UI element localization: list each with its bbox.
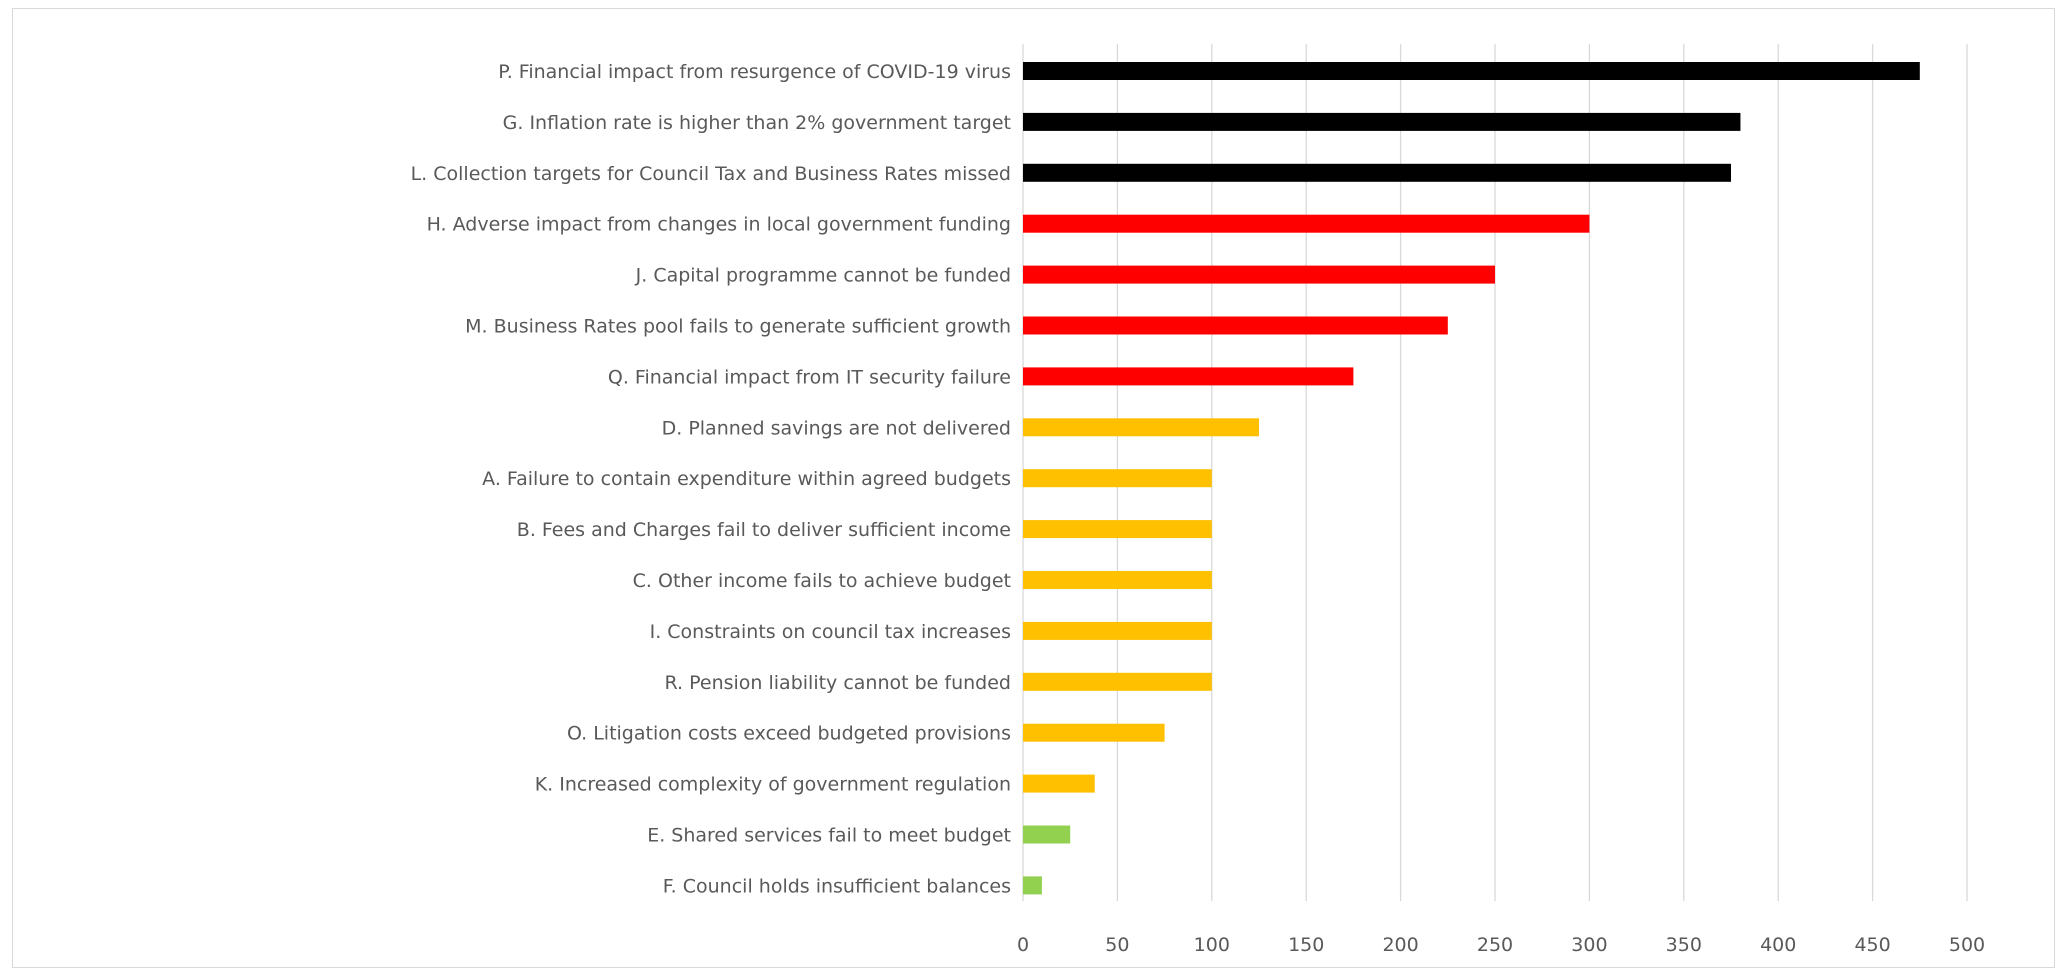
bar (1023, 214, 1590, 233)
x-tick-label: 50 (1105, 934, 1129, 956)
category-label: G. Inflation rate is higher than 2% gove… (503, 112, 1011, 134)
bar (1023, 774, 1095, 793)
category-label: O. Litigation costs exceed budgeted prov… (567, 723, 1011, 745)
category-label: M. Business Rates pool fails to generate… (465, 316, 1011, 338)
x-tick-label: 150 (1288, 934, 1324, 956)
bar (1023, 825, 1071, 844)
x-tick-label: 500 (1949, 934, 1985, 956)
bar-layer (1023, 62, 1920, 895)
x-tick-label: 400 (1760, 934, 1796, 956)
x-tick-label: 100 (1194, 934, 1230, 956)
x-tick-label: 450 (1854, 934, 1890, 956)
bar (1023, 571, 1212, 589)
category-labels: P. Financial impact from resurgence of C… (411, 61, 1011, 897)
bar (1023, 723, 1165, 742)
bar (1023, 469, 1212, 488)
category-label: J. Capital programme cannot be funded (635, 265, 1011, 287)
bar (1023, 672, 1212, 691)
bar (1023, 367, 1354, 386)
bar (1023, 163, 1731, 182)
chart-frame: P. Financial impact from resurgence of C… (12, 8, 2055, 968)
bar (1023, 316, 1448, 335)
category-label: H. Adverse impact from changes in local … (427, 214, 1011, 236)
category-label: Q. Financial impact from IT security fai… (608, 366, 1011, 388)
chart-plot: P. Financial impact from resurgence of C… (411, 44, 1985, 956)
x-tick-label: 250 (1477, 934, 1513, 956)
bar (1023, 418, 1259, 437)
bar (1023, 876, 1042, 895)
category-label: B. Fees and Charges fail to deliver suff… (517, 519, 1011, 541)
category-label: R. Pension liability cannot be funded (665, 672, 1012, 694)
x-tick-label: 300 (1571, 934, 1607, 956)
grid-layer (1022, 44, 1968, 901)
category-label: I. Constraints on council tax increases (650, 621, 1011, 643)
x-tick-label: 350 (1666, 934, 1702, 956)
category-label: F. Council holds insufficient balances (663, 875, 1011, 897)
x-tick-label: 0 (1017, 934, 1029, 956)
x-tick-label: 200 (1382, 934, 1418, 956)
category-label: A. Failure to contain expenditure within… (482, 468, 1011, 490)
bar (1023, 112, 1741, 131)
category-label: P. Financial impact from resurgence of C… (498, 61, 1011, 83)
x-axis-tick-labels: 0 50 100 150 200 250 300 350 400 450 500 (1017, 934, 1985, 956)
category-label: D. Planned savings are not delivered (662, 417, 1011, 439)
bar (1023, 265, 1495, 284)
bar (1023, 520, 1212, 539)
category-label: K. Increased complexity of government re… (535, 774, 1011, 796)
category-label: C. Other income fails to achieve budget (633, 570, 1011, 592)
bar (1023, 621, 1212, 640)
category-label: L. Collection targets for Council Tax an… (411, 163, 1011, 185)
bar (1023, 62, 1920, 80)
category-label: E. Shared services fail to meet budget (647, 825, 1011, 847)
